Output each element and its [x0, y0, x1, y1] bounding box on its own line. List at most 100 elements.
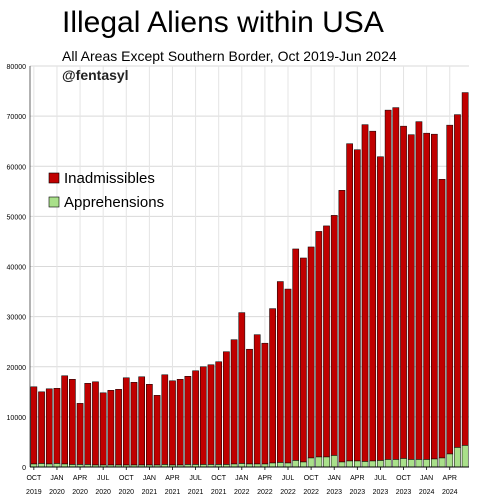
bar-apprehensions [330, 455, 338, 468]
bar-inadmissibles [369, 130, 377, 462]
bar-inadmissibles [338, 190, 346, 463]
bar-apprehensions [377, 460, 384, 468]
legend-swatch-apprehensions [48, 196, 60, 208]
x-tick-label-month: JAN [420, 475, 433, 482]
x-tick-label-year: 2023 [373, 489, 389, 496]
x-tick-label-year: 2021 [142, 489, 158, 496]
x-tick-label-year: 2020 [49, 489, 65, 496]
bar-apprehensions [38, 463, 45, 468]
bar-inadmissibles [38, 391, 45, 464]
bar-apprehensions [238, 463, 246, 468]
bar-apprehensions [284, 462, 292, 468]
bar-apprehensions [415, 459, 423, 468]
bar-apprehensions [292, 460, 300, 468]
bar-apprehensions [338, 461, 346, 468]
bar-apprehensions [461, 445, 469, 468]
bar-apprehensions [384, 459, 392, 468]
axis-lines [29, 66, 469, 468]
x-tick-label-year: 2022 [303, 489, 319, 496]
bar-inadmissibles [107, 390, 115, 466]
bar-inadmissibles [192, 370, 199, 465]
bar-apprehensions [307, 457, 315, 468]
bar-inadmissibles [461, 92, 469, 446]
bar-inadmissibles [292, 248, 300, 461]
x-tick-label-month: APR [73, 475, 87, 482]
x-tick-label-month: OCT [396, 475, 412, 482]
x-tick-label-month: OCT [26, 475, 42, 482]
x-tick-label-year: 2020 [95, 489, 111, 496]
bar-inadmissibles [69, 379, 76, 465]
bar-inadmissibles [130, 382, 138, 466]
y-tick-label: 80000 [7, 64, 27, 71]
bar-inadmissibles [184, 376, 192, 465]
bar-apprehensions [446, 453, 454, 468]
x-tick-label-month: JUL [374, 475, 387, 482]
bar-inadmissibles [361, 124, 369, 462]
bar-apprehensions [392, 459, 400, 468]
x-tick-label-year: 2022 [257, 489, 273, 496]
y-tick-label: 40000 [7, 265, 27, 272]
bar-inadmissibles [115, 389, 122, 466]
x-tick-label-year: 2020 [118, 489, 134, 496]
bar-inadmissibles [215, 361, 223, 465]
bar-inadmissibles [400, 125, 407, 459]
x-tick-label-year: 2022 [234, 489, 250, 496]
bar-apprehensions [400, 458, 407, 468]
x-tick-label-year: 2023 [326, 489, 342, 496]
x-tick-label-month: JAN [143, 475, 156, 482]
bar-apprehensions [369, 460, 377, 468]
author-handle: @fentasyl [62, 67, 129, 83]
bar-inadmissibles [446, 124, 454, 455]
bar-inadmissibles [346, 143, 353, 462]
bars [30, 92, 469, 468]
y-tick-label: 10000 [7, 415, 27, 422]
bar-inadmissibles [269, 308, 276, 464]
y-axis-ticks: 0 10000 20000 30000 40000 50000 60000 70000 8000… [7, 64, 27, 472]
y-tick-label: 0 [22, 465, 26, 472]
bar-inadmissibles [315, 231, 323, 458]
bar-inadmissibles [230, 339, 238, 465]
x-tick-label-year: 2024 [419, 489, 435, 496]
bar-inadmissibles [415, 121, 423, 460]
bar-inadmissibles [284, 288, 292, 464]
bar-inadmissibles [207, 364, 215, 465]
bar-inadmissibles [153, 395, 161, 466]
bar-inadmissibles [61, 375, 68, 465]
bar-inadmissibles [300, 257, 307, 463]
x-tick-label-month: APR [350, 475, 364, 482]
bar-inadmissibles [138, 376, 146, 466]
x-tick-label-year: 2024 [442, 489, 458, 496]
y-tick-label: 50000 [7, 214, 27, 221]
x-tick-label-month: JUL [189, 475, 202, 482]
x-tick-label-year: 2019 [26, 489, 42, 496]
bar-inadmissibles [307, 246, 315, 459]
bar-apprehensions [315, 456, 323, 468]
bar-inadmissibles [330, 215, 338, 456]
x-tick-label-year: 2022 [280, 489, 296, 496]
bar-inadmissibles [199, 366, 207, 465]
bar-apprehensions [407, 459, 415, 468]
bar-apprehensions [269, 462, 276, 468]
x-tick-label-month: JUL [97, 475, 110, 482]
x-tick-label-year: 2021 [165, 489, 181, 496]
bar-inadmissibles [261, 342, 269, 465]
x-tick-label-year: 2020 [72, 489, 88, 496]
chart-title: Illegal Aliens within USA [62, 6, 384, 39]
bar-inadmissibles [323, 225, 330, 458]
bar-inadmissibles [92, 381, 99, 466]
bar-inadmissibles [45, 388, 53, 465]
bar-apprehensions [323, 456, 330, 468]
chart-subtitle: All Areas Except Southern Border, Oct 20… [62, 48, 397, 64]
x-tick-label-year: 2021 [188, 489, 204, 496]
bar-inadmissibles [392, 107, 400, 460]
bar-inadmissibles [377, 156, 384, 461]
bar-inadmissibles [454, 114, 461, 448]
bar-inadmissibles [99, 392, 107, 466]
x-tick-label-month: JAN [235, 475, 248, 482]
bar-inadmissibles [84, 383, 92, 465]
bar-inadmissibles [169, 380, 176, 466]
bar-apprehensions [346, 460, 353, 468]
bar-apprehensions [361, 461, 369, 468]
bar-inadmissibles [246, 348, 253, 465]
